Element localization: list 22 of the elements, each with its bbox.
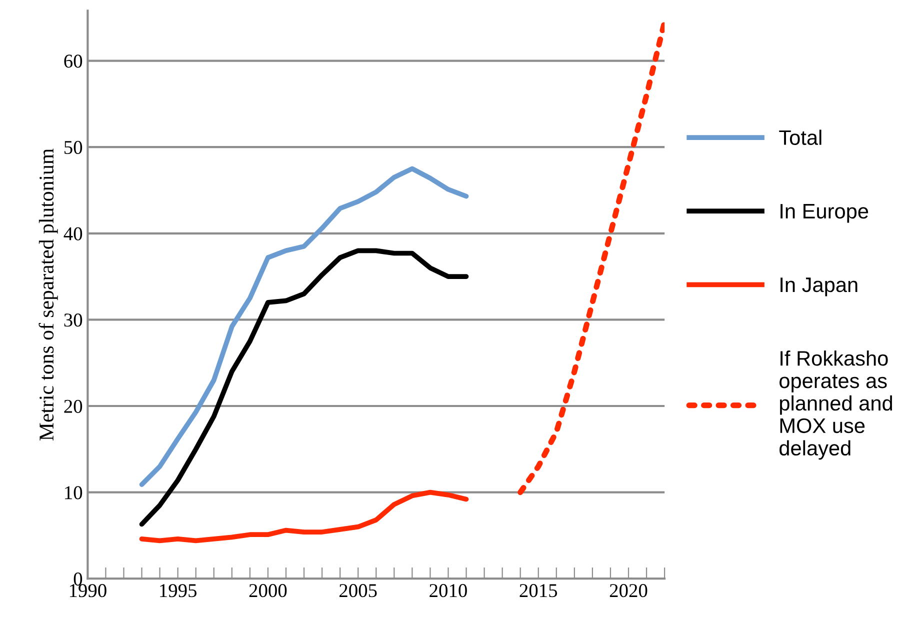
line-series: [139, 166, 469, 487]
y-tick-label: 60: [64, 54, 82, 68]
x-tick-label: 1995: [160, 584, 197, 598]
y-tick-label: 50: [64, 140, 82, 154]
x-tick-label: 1990: [70, 584, 106, 598]
y-tick-label: 30: [64, 314, 82, 327]
y-tick-label: 40: [64, 227, 82, 240]
y-tick-label: 0: [74, 572, 82, 586]
x-tick-label: 2010: [430, 584, 467, 598]
x-tick-label: 2000: [249, 584, 287, 598]
y-tick-label: 20: [64, 400, 82, 413]
legend-label: In Japan: [780, 278, 858, 296]
line-series: [139, 248, 469, 527]
x-tick-label: 2005: [340, 584, 377, 598]
x-tick-label: 2015: [520, 584, 558, 598]
legend-label: In Europe: [780, 204, 868, 223]
y-axis-title: Metric tons of separated plutonium: [38, 148, 58, 440]
x-tick-label: 2020: [610, 584, 648, 598]
line-series: [139, 490, 469, 544]
legend-label: Total: [779, 130, 822, 146]
y-tick-label: 10: [65, 486, 82, 500]
legend-label: If Rokkasho operates as planned and MOX use delayed: [780, 350, 892, 460]
